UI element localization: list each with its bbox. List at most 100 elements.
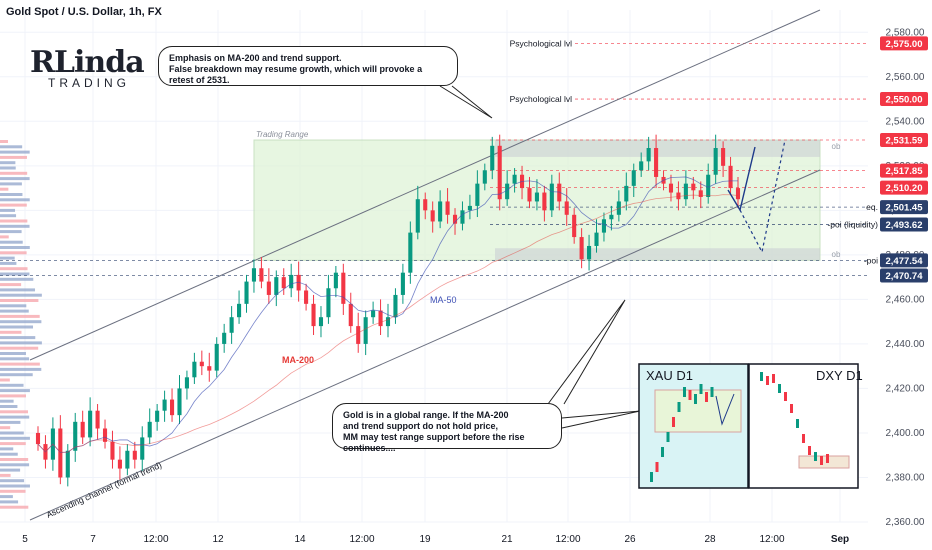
volume-profile-bar [0, 293, 42, 297]
candle-body [698, 190, 703, 197]
callout-bottom-pointer-2 [561, 410, 641, 429]
candle-body [356, 326, 361, 344]
candle-body [155, 410, 160, 422]
volume-profile-bar [0, 145, 23, 149]
candle-body [147, 421, 152, 438]
volume-profile-bar [0, 495, 13, 499]
candle-body [385, 317, 391, 327]
candle-body [713, 148, 718, 175]
candle-body [140, 437, 145, 460]
candle-body [564, 201, 569, 215]
price-label: 2,510.20 [886, 183, 923, 194]
y-tick-label: 2,540.00 [886, 116, 925, 127]
volume-profile-bar [0, 161, 16, 165]
inset-xau-candle [655, 462, 659, 472]
candle-body [490, 145, 495, 171]
volume-profile-bar [0, 155, 27, 159]
candle-body [534, 192, 539, 202]
candle-body [132, 450, 137, 460]
candle-body [289, 274, 294, 289]
volume-profile-bar [0, 224, 30, 228]
candle-body [683, 183, 688, 200]
candle-body [169, 399, 175, 416]
candle-body [110, 441, 115, 460]
candle-body [73, 421, 78, 451]
y-tick-label: 2,400.00 [886, 428, 925, 439]
candle-body [668, 183, 674, 193]
candle-body [654, 148, 659, 177]
volume-profile-bar [0, 288, 36, 292]
volume-profile-bar [0, 214, 17, 218]
volume-profile-bar [0, 405, 18, 408]
inset-xau-candle [677, 402, 681, 412]
ma-50-line [37, 176, 738, 453]
inset-xau-candle [688, 390, 692, 400]
candle-body [222, 332, 227, 344]
volume-profile-bar [0, 177, 30, 181]
candle-body [467, 205, 472, 211]
candle-body [65, 450, 70, 478]
candle-body [423, 199, 428, 211]
price-label: 2,531.59 [886, 136, 923, 147]
callout-bottom-pointer-1 [547, 299, 626, 405]
volume-profile-bar [0, 420, 21, 424]
volume-profile-bar [0, 500, 19, 504]
volume-profile-bar [0, 140, 8, 143]
candle-body [549, 183, 554, 211]
y-tick-label: 2,360.00 [886, 517, 925, 528]
candle-body [102, 428, 108, 442]
candle-body [184, 377, 189, 389]
candle-body [721, 148, 726, 166]
volume-profile-bar [0, 277, 34, 281]
candle-body [676, 192, 681, 200]
volume-profile-bar [0, 203, 27, 207]
volume-profile-bar [0, 383, 24, 387]
candle-body [58, 428, 63, 478]
x-tick-label: 12:00 [555, 534, 580, 545]
inset-xau-candle [683, 387, 686, 397]
volume-profile-bar [0, 484, 30, 488]
volume-profile-bar [0, 187, 9, 191]
volume-profile-bar [0, 468, 21, 472]
x-tick-label: 14 [294, 534, 306, 545]
inset-xau-candle [710, 387, 714, 397]
candle-body [95, 410, 100, 429]
callout-bottom[interactable]: Gold is in a global range. If the MA-200… [332, 403, 562, 453]
candle-body [266, 281, 271, 295]
volume-profile-bar [0, 399, 14, 403]
inset-dxy-candle [772, 374, 775, 383]
volume-profile-bar [0, 325, 34, 329]
volume-profile-bar [0, 431, 24, 435]
x-tick-label: 28 [704, 534, 716, 545]
volume-profile-bar [0, 447, 14, 451]
candle-body [505, 183, 510, 200]
volume-profile-bar [0, 336, 36, 340]
inset-dxy-candle [826, 454, 829, 463]
ob-zone-label: ob [832, 142, 841, 151]
volume-profile-bar [0, 357, 30, 361]
price-label-bg [880, 268, 928, 283]
candle-body [311, 303, 316, 327]
x-tick-label: 12:00 [759, 534, 784, 545]
candle-body [400, 272, 405, 295]
candle-body [177, 388, 182, 416]
candle-body [735, 188, 741, 200]
candle-body [304, 290, 309, 304]
logo-subtext: TRADING [48, 76, 130, 90]
callout-top[interactable]: Emphasis on MA-200 and trend support. Fa… [158, 46, 458, 86]
channel-lower-line [29, 169, 821, 521]
candle-body [192, 361, 197, 378]
volume-profile-bar [0, 505, 29, 509]
candle-body [229, 317, 234, 333]
volume-profile-bar [0, 479, 25, 483]
candle-body [594, 232, 599, 246]
inset-xau-candle [650, 472, 653, 482]
inset-xau-candle [699, 384, 703, 394]
volume-profile-bar [0, 389, 30, 393]
ob-zone [495, 248, 820, 261]
inset-dxy-candle [778, 384, 781, 393]
price-label: 2,517.85 [886, 166, 924, 177]
volume-profile-bar [0, 352, 26, 355]
price-label-bg [880, 217, 928, 232]
